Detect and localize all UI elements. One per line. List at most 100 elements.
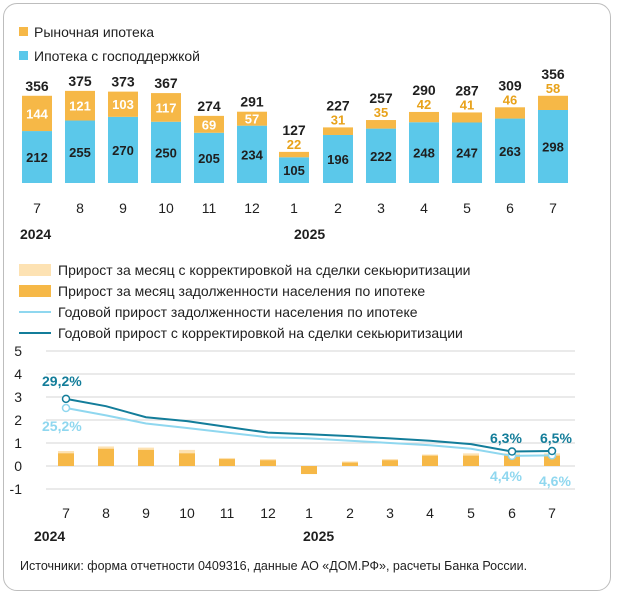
bar-total-label: 227: [326, 97, 350, 113]
bottom-year-2024: 2024: [34, 528, 65, 544]
y-tick: 3: [14, 389, 22, 405]
bar-market-label: 35: [374, 105, 388, 120]
bottom-x-tick: 4: [426, 505, 434, 521]
bar-state: [323, 134, 353, 183]
bar-state-label: 222: [370, 149, 392, 164]
bottom-chart-y-axis: 5 4 3 2 1 0 -1: [10, 343, 23, 497]
bar-total-label: 127: [282, 122, 306, 138]
bar-market-label: 57: [245, 112, 259, 127]
bar-state-label: 196: [327, 152, 349, 167]
bar-state-label: 298: [542, 139, 564, 154]
label-annual-adj-6: 6,3%: [490, 430, 522, 446]
bottom-x-tick: 8: [102, 505, 110, 521]
top-chart-bars: 212 144 356 255 121 375 270 103 373 250 117 367 205 6…: [22, 66, 568, 183]
bar-market-label: 31: [331, 112, 345, 127]
y-tick: -1: [10, 481, 23, 497]
line-annual: [65, 407, 553, 457]
bottom-x-tick: 5: [467, 505, 475, 521]
bar-state-label: 263: [499, 144, 521, 159]
bar-monthly: [463, 455, 479, 466]
bar-state: [538, 109, 568, 183]
bar-state-label: 247: [456, 146, 478, 161]
chart-frame: [3, 3, 611, 591]
bar-market: [279, 151, 309, 158]
bar-total-label: 290: [412, 82, 436, 98]
bar-state-label: 250: [155, 145, 177, 160]
bar-market: [194, 115, 224, 133]
top-x-tick: 4: [420, 200, 428, 216]
bar-market: [151, 93, 181, 122]
label-annual-adj-start: 29,2%: [42, 373, 82, 389]
legend-swatch-market: [19, 27, 28, 36]
legend-annual-adj: Годовой прирост с корректировкой на сдел…: [58, 325, 463, 341]
bar-state-label: 234: [241, 147, 263, 162]
bar-total-label: 291: [240, 94, 264, 110]
bottom-x-tick: 7: [62, 505, 70, 521]
bar-market-label: 41: [460, 97, 474, 112]
bar-market: [323, 127, 353, 135]
bar-state: [279, 157, 309, 183]
bar-market: [495, 107, 525, 119]
bar-monthly: [98, 448, 114, 466]
bar-total-label: 356: [541, 66, 565, 82]
top-x-tick: 5: [463, 200, 471, 216]
bar-market-label: 42: [417, 97, 431, 112]
y-tick: 2: [14, 412, 22, 428]
bar-market: [237, 111, 267, 126]
bar-state-label: 212: [26, 150, 48, 165]
bottom-x-tick: 1: [305, 505, 313, 521]
bar-state: [22, 131, 52, 183]
bar-total-label: 375: [68, 73, 92, 89]
bar-total-label: 274: [197, 98, 221, 114]
bar-market-label: 22: [287, 137, 301, 152]
bar-state-label: 270: [112, 143, 134, 158]
bar-total-label: 257: [369, 90, 393, 106]
bar-state: [194, 132, 224, 183]
bar-monthly: [219, 459, 235, 466]
bar-market: [409, 111, 439, 123]
bar-monthly: [301, 466, 317, 475]
bar-state-label: 205: [198, 151, 220, 166]
legend-state: Ипотека с господдержкой: [34, 48, 200, 64]
legend-swatch-monthly: [19, 285, 51, 297]
bar-monthly: [138, 449, 154, 466]
bottom-chart-lines: [61, 394, 557, 461]
bar-market-label: 144: [26, 106, 48, 121]
top-x-tick: 6: [506, 200, 514, 216]
bar-monthly: [58, 453, 74, 466]
bar-market: [538, 95, 568, 110]
point-annual-adj: [547, 446, 557, 456]
bottom-x-tick: 7: [548, 505, 556, 521]
bar-market-label: 58: [546, 81, 560, 96]
bar-market-label: 69: [202, 117, 216, 132]
bar-monthly: [342, 462, 358, 466]
bar-market: [366, 120, 396, 129]
bottom-year-2025: 2025: [303, 528, 334, 544]
top-x-tick: 7: [33, 200, 41, 216]
bottom-x-tick: 10: [179, 505, 195, 521]
label-annual-start: 25,2%: [42, 418, 82, 434]
bar-state: [409, 122, 439, 183]
bar-total-label: 287: [455, 82, 479, 98]
top-x-tick: 2: [334, 200, 342, 216]
bar-total-label: 373: [111, 74, 135, 90]
bottom-x-tick: 2: [346, 505, 354, 521]
top-x-tick: 1: [290, 200, 298, 216]
top-x-tick: 9: [119, 200, 127, 216]
legend-annual: Годовой прирост задолженности населения …: [58, 304, 418, 320]
bar-market: [22, 95, 52, 132]
label-annual-7: 4,6%: [539, 473, 571, 489]
top-x-tick: 11: [202, 200, 217, 216]
bar-state: [65, 120, 95, 183]
bottom-x-tick: 9: [142, 505, 150, 521]
bar-total-label: 367: [154, 75, 178, 91]
bar-market-label: 103: [112, 97, 134, 112]
top-x-tick: 7: [549, 200, 557, 216]
bar-state: [495, 118, 525, 183]
bar-monthly: [179, 453, 195, 466]
bottom-x-tick: 12: [260, 505, 276, 521]
bar-state-label: 248: [413, 146, 435, 161]
y-tick: 5: [14, 343, 22, 359]
bottom-x-tick: 3: [386, 505, 394, 521]
